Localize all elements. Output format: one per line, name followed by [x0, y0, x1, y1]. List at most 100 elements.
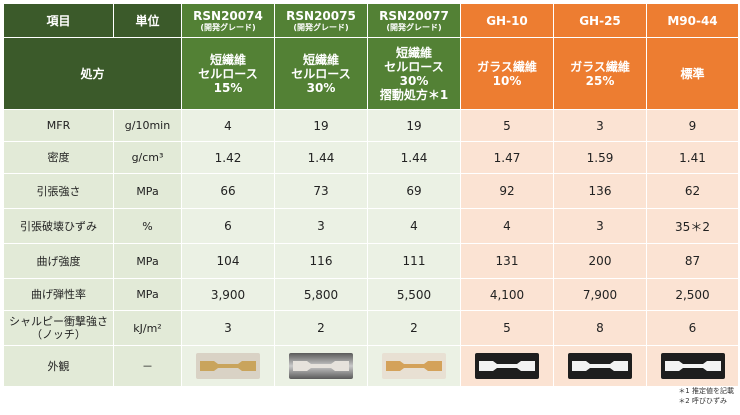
formulation-line: 25% — [585, 73, 615, 88]
formulation-line: 短繊維 — [395, 45, 432, 60]
value-cell: 5 — [460, 109, 554, 142]
property-name-line: シャルピー衝撃強さ — [9, 315, 108, 328]
property-unit: % — [113, 208, 182, 244]
sample-photo — [382, 353, 446, 379]
formulation-line: ガラス繊維 — [570, 59, 630, 74]
dogbone-specimen-icon — [200, 361, 256, 371]
value-cell: 1.41 — [646, 141, 739, 174]
column-name: M90-44 — [667, 13, 718, 28]
value-cell: 92 — [460, 173, 554, 209]
table-row: 密度 g/cm³ 1.42 1.44 1.44 1.47 1.59 1.41 — [3, 141, 739, 174]
column-header-rsn20074: RSN20074 (開発グレード) — [181, 3, 275, 38]
formulation-line: 標準 — [680, 66, 705, 81]
dogbone-specimen-icon — [386, 361, 442, 371]
formulation-cell: ガラス繊維 10% — [460, 37, 554, 110]
formulation-line: 短繊維 — [209, 52, 246, 67]
value-cell: 2 — [274, 310, 368, 346]
formulation-line: 30% — [306, 80, 336, 95]
column-name: RSN20075 — [286, 8, 356, 23]
value-cell: 4 — [460, 208, 554, 244]
footnote-2: ＊2 呼びひずみ — [678, 397, 727, 405]
value-cell: 1.44 — [274, 141, 368, 174]
appearance-row: 外観 － — [3, 345, 739, 387]
property-unit: g/cm³ — [113, 141, 182, 174]
formulation-cell: 短繊維 セルロース 30% 摺動処方＊1 — [367, 37, 461, 110]
value-cell: 1.44 — [367, 141, 461, 174]
property-name: 引張破壊ひずみ — [3, 208, 114, 244]
property-name: 曲げ強度 — [3, 243, 114, 279]
property-name-line: （ノッチ） — [31, 328, 86, 341]
column-name: RSN20077 — [379, 8, 449, 23]
column-header-gh25: GH-25 — [553, 3, 647, 38]
formulation-cell: ガラス繊維 25% — [553, 37, 647, 110]
property-name: シャルピー衝撃強さ （ノッチ） — [3, 310, 114, 346]
value-cell: 6 — [181, 208, 275, 244]
sample-photo — [289, 353, 353, 379]
value-cell: 1.59 — [553, 141, 647, 174]
column-header-rsn20077: RSN20077 (開発グレード) — [367, 3, 461, 38]
value-cell: 3 — [274, 208, 368, 244]
formulation-line: 10% — [492, 73, 522, 88]
value-cell: 3 — [553, 208, 647, 244]
column-header-rsn20075: RSN20075 (開発グレード) — [274, 3, 368, 38]
sample-photo — [660, 353, 725, 379]
sample-image-cell — [460, 345, 554, 387]
property-name: 曲げ弾性率 — [3, 278, 114, 311]
column-header-gh10: GH-10 — [460, 3, 554, 38]
value-cell: 9 — [646, 109, 739, 142]
value-cell: 5,500 — [367, 278, 461, 311]
value-cell: 1.42 — [181, 141, 275, 174]
value-cell: 19 — [274, 109, 368, 142]
value-cell: 1.47 — [460, 141, 554, 174]
sample-image-cell — [181, 345, 275, 387]
formulation-line: 短繊維 — [302, 52, 339, 67]
formulation-line: 30% — [399, 73, 429, 88]
value-cell: 62 — [646, 173, 739, 209]
value-cell: 69 — [367, 173, 461, 209]
dogbone-specimen-icon — [293, 361, 349, 371]
formulation-cell: 短繊維 セルロース 30% — [274, 37, 368, 110]
formulation-line: セルロース — [291, 66, 351, 81]
formulation-cell: 標準 — [646, 37, 739, 110]
table-row: 引張強さ MPa 66 73 69 92 136 62 — [3, 173, 739, 209]
column-name: GH-25 — [579, 13, 621, 28]
table-row: シャルピー衝撃強さ （ノッチ） kJ/m² 3 2 2 5 8 6 — [3, 310, 739, 346]
property-name: 引張強さ — [3, 173, 114, 209]
sample-image-cell — [274, 345, 368, 387]
value-cell: 111 — [367, 243, 461, 279]
item-header: 項目 — [3, 3, 114, 38]
value-cell: 3,900 — [181, 278, 275, 311]
column-header-m9044: M90-44 — [646, 3, 739, 38]
value-cell: 104 — [181, 243, 275, 279]
value-cell: 136 — [553, 173, 647, 209]
property-unit: kJ/m² — [113, 310, 182, 346]
formulation-line: セルロース — [384, 59, 444, 74]
value-cell: 4 — [181, 109, 275, 142]
value-cell: 35＊2 — [646, 208, 739, 244]
value-cell: 200 — [553, 243, 647, 279]
table-row: 曲げ弾性率 MPa 3,900 5,800 5,500 4,100 7,900 … — [3, 278, 739, 311]
column-sub: (開発グレード) — [293, 22, 349, 32]
dogbone-specimen-icon — [664, 361, 721, 371]
value-cell: 5,800 — [274, 278, 368, 311]
property-unit: MPa — [113, 173, 182, 209]
column-sub: (開発グレード) — [200, 22, 256, 32]
sample-image-cell — [553, 345, 647, 387]
footnotes: ＊1 推定値を記載 ＊2 呼びひずみ — [678, 386, 734, 406]
formulation-label: 処方 — [3, 37, 182, 110]
unit-header: 単位 — [113, 3, 182, 38]
property-unit: MPa — [113, 243, 182, 279]
sample-photo — [196, 353, 260, 379]
value-cell: 87 — [646, 243, 739, 279]
value-cell: 66 — [181, 173, 275, 209]
value-cell: 131 — [460, 243, 554, 279]
value-cell: 2,500 — [646, 278, 739, 311]
formulation-line: 15% — [213, 80, 243, 95]
table-row: 引張破壊ひずみ % 6 3 4 4 3 35＊2 — [3, 208, 739, 244]
sample-image-cell — [367, 345, 461, 387]
appearance-label: 外観 — [3, 345, 114, 387]
column-name: GH-10 — [486, 13, 528, 28]
dogbone-specimen-icon — [572, 361, 628, 371]
value-cell: 6 — [646, 310, 739, 346]
formulation-line: ガラス繊維 — [477, 59, 537, 74]
